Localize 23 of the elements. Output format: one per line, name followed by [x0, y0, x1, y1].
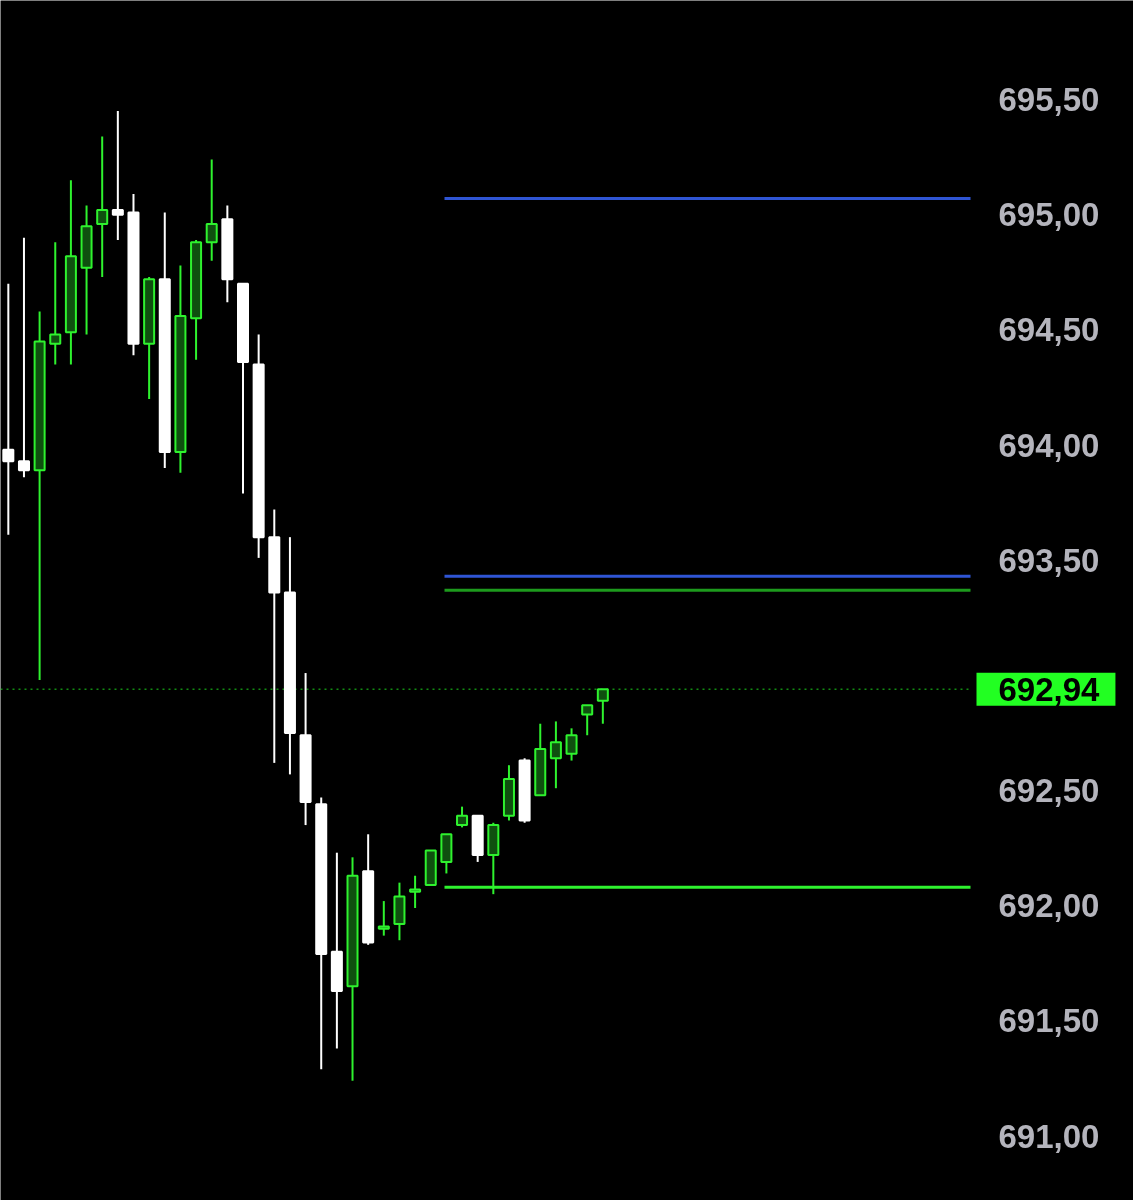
y-tick-label: 691,00	[998, 1117, 1100, 1155]
candlestick	[409, 874, 422, 909]
candlestick	[2, 282, 15, 536]
y-tick-label: 693,50	[998, 541, 1100, 579]
candlestick	[17, 236, 30, 479]
candlestick	[377, 900, 390, 937]
y-tick-label: 695,00	[998, 196, 1100, 234]
y-tick-label: 695,50	[998, 81, 1100, 119]
y-tick-label: 694,50	[998, 311, 1100, 349]
candlestick	[49, 241, 62, 366]
candlestick	[596, 688, 609, 725]
y-tick-label: 691,50	[998, 1002, 1100, 1040]
candlestick	[205, 158, 218, 262]
y-tick-label: 692,50	[998, 772, 1100, 810]
candlestick	[549, 720, 562, 790]
candlestick	[111, 110, 124, 242]
candlestick	[565, 727, 578, 762]
candlestick	[96, 135, 109, 278]
candlestick	[581, 704, 594, 737]
y-tick-label: 694,00	[998, 426, 1100, 464]
candlestick	[456, 805, 469, 829]
y-tick-label: 692,00	[998, 887, 1100, 925]
ref-line-label: 692,94	[998, 670, 1101, 708]
